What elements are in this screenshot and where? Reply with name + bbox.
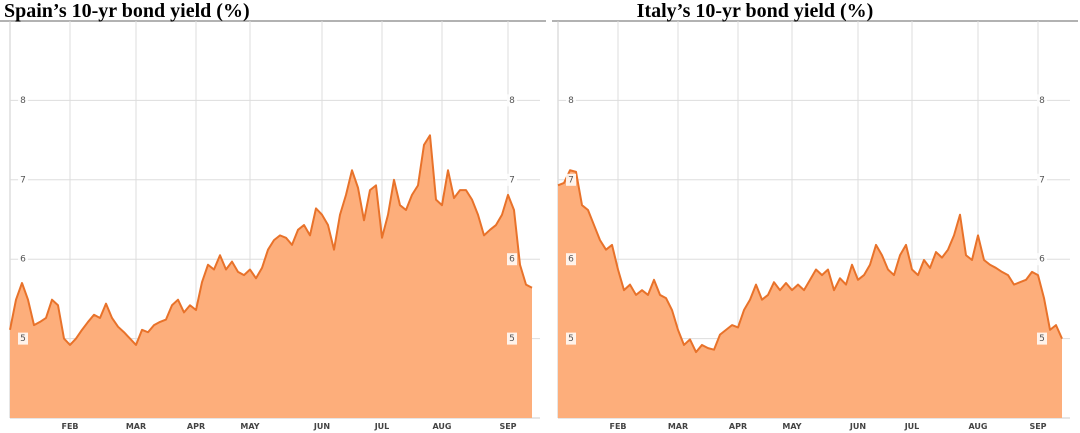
y-tick-label: 6 <box>568 255 574 265</box>
y-tick-box <box>507 253 517 266</box>
y-tick-label: 5 <box>20 334 26 344</box>
x-tick-label: JUN <box>849 422 866 431</box>
y-tick-box <box>1037 173 1047 186</box>
x-tick-label: APR <box>187 422 205 431</box>
x-tick-label: FEB <box>61 422 78 431</box>
x-tick-label: APR <box>729 422 747 431</box>
y-tick-box <box>18 253 28 266</box>
y-tick-box <box>566 332 576 345</box>
x-tick-label: MAY <box>240 422 259 431</box>
y-tick-label: 7 <box>20 175 26 185</box>
y-tick-box <box>1037 94 1047 107</box>
area <box>558 170 1062 418</box>
y-tick-label: 6 <box>1039 255 1045 265</box>
x-tick-label: JUL <box>374 422 390 431</box>
y-tick-label: 7 <box>568 175 574 185</box>
y-tick-label: 7 <box>509 175 515 185</box>
area <box>10 135 532 418</box>
x-tick-label: JUN <box>313 422 330 431</box>
y-tick-box <box>507 94 517 107</box>
y-tick-box <box>1037 253 1047 266</box>
x-tick-label: MAR <box>126 422 146 431</box>
y-tick-label: 8 <box>1039 96 1045 106</box>
chart-title: Spain’s 10-yr bond yield (%) <box>4 0 250 22</box>
x-tick-label: AUG <box>432 422 451 431</box>
y-tick-label: 8 <box>509 96 515 106</box>
y-tick-box <box>566 253 576 266</box>
y-tick-label: 5 <box>568 334 574 344</box>
y-tick-box <box>507 332 517 345</box>
x-tick-label: JUL <box>904 422 920 431</box>
x-tick-label: AUG <box>968 422 987 431</box>
y-tick-box <box>566 94 576 107</box>
x-tick-label: SEP <box>1029 422 1046 431</box>
y-tick-box <box>507 173 517 186</box>
y-tick-label: 5 <box>1039 334 1045 344</box>
y-tick-box <box>1037 332 1047 345</box>
y-tick-label: 7 <box>1039 175 1045 185</box>
x-tick-label: MAR <box>668 422 688 431</box>
y-tick-label: 8 <box>20 96 26 106</box>
y-tick-label: 6 <box>20 255 26 265</box>
y-tick-label: 6 <box>509 255 515 265</box>
x-tick-label: FEB <box>609 422 626 431</box>
x-tick-label: MAY <box>782 422 801 431</box>
line <box>9 134 533 346</box>
y-tick-label: 5 <box>509 334 515 344</box>
y-tick-box <box>18 173 28 186</box>
y-tick-label: 8 <box>568 96 574 106</box>
y-tick-box <box>566 173 576 186</box>
y-tick-box <box>18 94 28 107</box>
y-tick-box <box>18 332 28 345</box>
line <box>557 169 1063 354</box>
x-tick-label: SEP <box>499 422 516 431</box>
chart-title: Italy’s 10-yr bond yield (%) <box>637 0 874 22</box>
